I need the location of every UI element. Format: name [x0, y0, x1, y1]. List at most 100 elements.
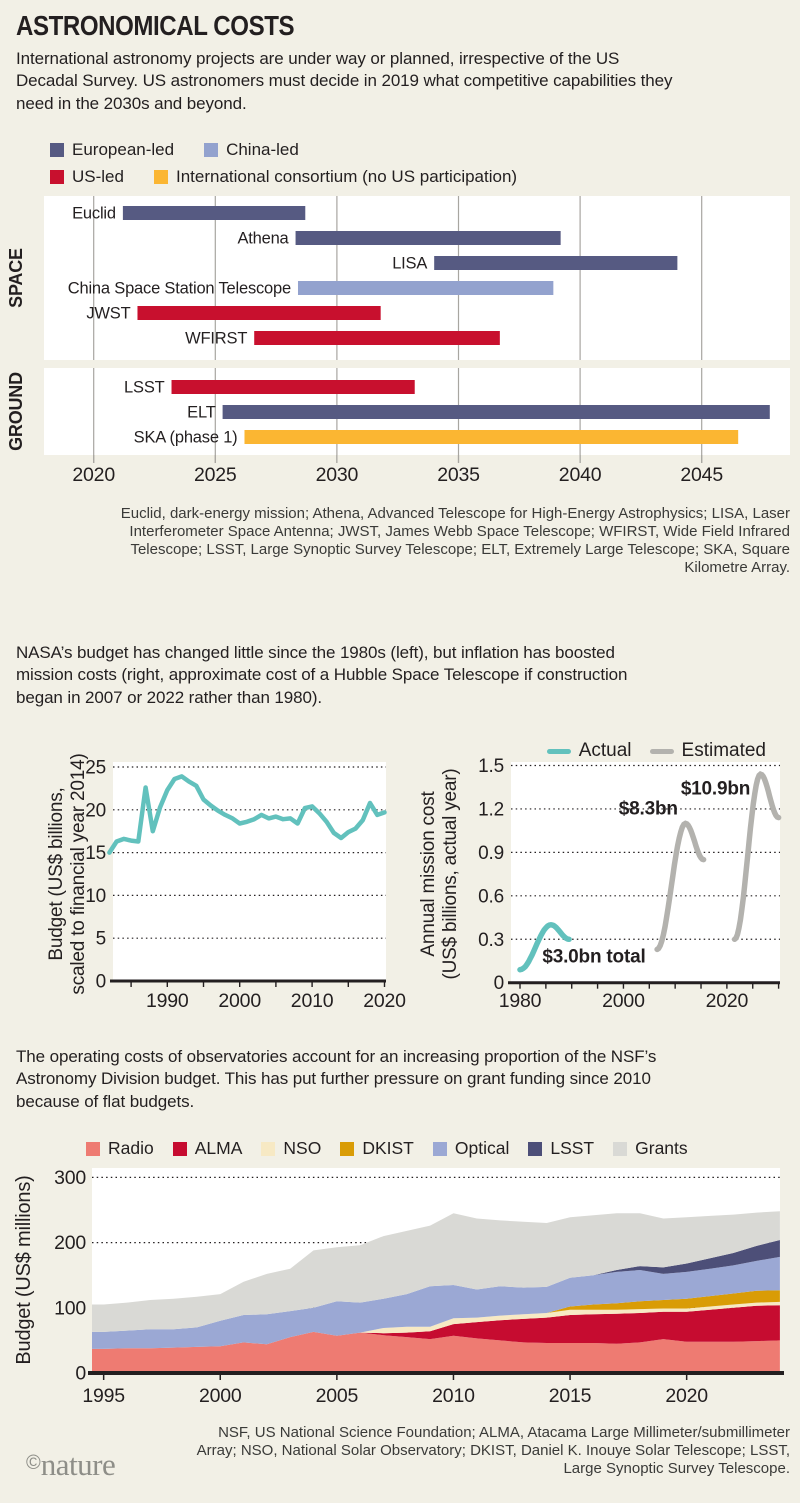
panel-label-space: SPACE	[6, 248, 26, 308]
panel-space: SPACE Euclid Athena LISA China Space Station…	[6, 196, 790, 360]
x-tick-label-2030: 2030	[316, 464, 359, 486]
legend-item-dkist: DKIST	[340, 1138, 414, 1159]
color-swatch-european	[50, 143, 64, 157]
legend-label: International consortium (no US particip…	[175, 167, 518, 186]
y-tick-label-15: 15	[85, 843, 106, 864]
plot-background	[511, 762, 780, 983]
y-tick-label-0: 0	[96, 972, 106, 993]
mission-cost-legend: Actual Estimated	[546, 740, 766, 762]
timeline-legend: European-led China-led US-led International…	[50, 140, 517, 187]
y-tick-label-10: 10	[85, 886, 106, 907]
y-tick-label-5: 5	[96, 929, 106, 950]
y-tick-label-1-2: 1.2	[478, 799, 504, 820]
legend-label: US-led	[72, 167, 124, 186]
x-tick-label-1990: 1990	[146, 990, 189, 1012]
color-swatch-gray	[649, 749, 674, 754]
x-tick-label-2020: 2020	[72, 464, 115, 486]
y-axis-label-line-2: (US$ billions, actual year)	[440, 768, 461, 979]
y-tick-label-0-6: 0.6	[478, 886, 504, 907]
y-axis-label-line-1: Annual mission cost	[418, 790, 439, 956]
y-axis-label-line-2: scaled to financial year 2014)	[68, 753, 89, 994]
legend-item-china-led: China-led	[204, 140, 299, 160]
mission-cost-curves-chart: 0 0.3 0.6 0.9 1.2 1.5 1980 2000 2020 Annual missi…	[418, 756, 782, 1012]
legend-item-grants: Grants	[613, 1138, 688, 1159]
gantt-bar-label-ska-phase-1: SKA (phase 1)	[134, 429, 238, 447]
gantt-bar-euclid	[122, 206, 306, 220]
y-tick-label-25: 25	[85, 758, 106, 779]
legend-item-alma: ALMA	[172, 1138, 242, 1159]
timeline-footnote: Euclid, dark-energy mission; Athena, Adv…	[120, 505, 790, 576]
color-swatch-radio	[86, 1141, 100, 1156]
y-tick-label-200: 200	[54, 1232, 86, 1254]
x-tick-label-2015: 2015	[549, 1385, 592, 1407]
intro-text: International astronomy projects are und…	[16, 49, 673, 113]
gantt-bar-label-wfirst: WFIRST	[185, 330, 247, 348]
x-tick-label-2005: 2005	[316, 1385, 359, 1407]
gantt-bar-label-lisa: LISA	[392, 255, 427, 273]
legend-label: European-led	[72, 140, 175, 159]
gantt-bar-label-athena: Athena	[237, 230, 289, 248]
x-tick-label-2010: 2010	[291, 990, 334, 1012]
nasa-budget-line-chart: 0 5 10 15 20 25 1990 2000 2010 2020 Budget (US$ bi…	[46, 753, 406, 1012]
color-swatch-us	[50, 170, 64, 184]
gantt-bar-label-jwst: JWST	[86, 305, 130, 323]
color-swatch-china	[204, 143, 219, 157]
color-swatch-intl	[153, 170, 168, 184]
legend-label: Estimated	[681, 740, 766, 761]
gantt-bar-lsst	[171, 380, 415, 394]
x-axis-labels: 2020 2025 2030 2035 2040 2045	[72, 464, 723, 486]
x-tick-label-2035: 2035	[437, 464, 480, 486]
gantt-bar-athena	[295, 231, 561, 245]
nature-logo: ©nature	[26, 1447, 116, 1483]
y-tick-label-0: 0	[494, 973, 504, 994]
x-tick-label-2020: 2020	[706, 990, 749, 1012]
gantt-bar-label-elt: ELT	[187, 404, 216, 422]
legend-label: NSO	[283, 1138, 322, 1158]
area-band-nso	[92, 1301, 780, 1349]
gantt-bar-ska-phase-1	[244, 430, 739, 444]
legend-label: China-led	[226, 140, 299, 159]
nsf-footnote: NSF, US National Science Foundation; ALM…	[196, 1424, 790, 1477]
legend-item-optical: Optical	[432, 1138, 510, 1159]
legend-label: Grants	[635, 1138, 688, 1158]
color-swatch-nso	[261, 1141, 276, 1156]
x-tick-label-2000: 2000	[218, 990, 261, 1012]
gantt-bar-label-euclid: Euclid	[72, 205, 116, 223]
legend-label: DKIST	[362, 1138, 414, 1158]
legend-label: Actual	[578, 740, 632, 761]
legend-label: Radio	[108, 1138, 154, 1158]
nature-wordmark: nature	[40, 1447, 116, 1482]
x-tick-label-1980: 1980	[499, 990, 542, 1012]
color-swatch-lsst	[528, 1141, 543, 1156]
legend-row: European-led China-led	[50, 140, 517, 160]
color-swatch-grants	[613, 1141, 628, 1156]
legend-item-nso: NSO	[261, 1138, 321, 1159]
color-swatch-optical	[432, 1141, 447, 1156]
y-tick-label-300: 300	[54, 1167, 86, 1189]
gantt-bar-elt	[222, 405, 770, 419]
x-tick-label-2040: 2040	[559, 464, 602, 486]
x-tick-label-2010: 2010	[432, 1385, 475, 1407]
cost-curve-actual	[517, 922, 572, 973]
color-swatch-dkist	[340, 1141, 355, 1156]
area-band-dkist	[92, 1290, 780, 1349]
nsf-budget-legend: Radio ALMA NSO DKIST Optical LSST Grants	[86, 1138, 688, 1159]
gantt-bar-lisa	[434, 256, 678, 270]
gantt-bar-wfirst	[254, 331, 500, 345]
x-tick-label-2000: 2000	[199, 1385, 242, 1407]
x-tick-label-2025: 2025	[194, 464, 237, 486]
x-tick-label-1995: 1995	[82, 1385, 125, 1407]
y-axis-label: Budget (US$ millions)	[13, 1175, 35, 1364]
x-tick-label-2020: 2020	[665, 1385, 708, 1407]
cost-curve-estimated-2007-build	[654, 820, 707, 953]
legend-item-international-consortium-no-us-participation: International consortium (no US particip…	[153, 167, 518, 187]
y-tick-label-0-3: 0.3	[478, 930, 504, 951]
nasa-budget-and-mission-cost-charts: 0 5 10 15 20 25 1990 2000 2010 2020 Budget (US$ bi…	[46, 753, 782, 1012]
gantt-bar-china-space-station-telescope	[297, 281, 554, 295]
plot-background	[113, 762, 386, 981]
legend-item-lsst: LSST	[528, 1138, 594, 1159]
legend-label: Optical	[454, 1138, 510, 1158]
nasa-intro-text: NASA’s budget has changed little since t…	[16, 643, 628, 707]
nsf-budget-chart: 0 100 200 300 Budget (US$ millions) 1995 2000 2…	[13, 1167, 784, 1407]
